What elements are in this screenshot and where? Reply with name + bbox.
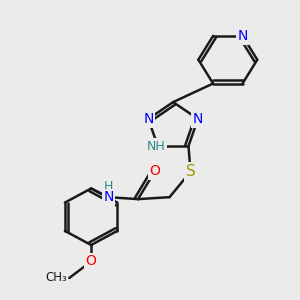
Text: NH: NH [146, 140, 165, 153]
Text: O: O [149, 164, 160, 178]
Text: O: O [86, 254, 97, 268]
Text: S: S [186, 164, 195, 179]
Text: N: N [143, 112, 154, 126]
Text: H: H [104, 180, 113, 193]
Text: N: N [193, 112, 203, 126]
Text: CH₃: CH₃ [45, 272, 67, 284]
Text: N: N [103, 190, 114, 204]
Text: N: N [237, 29, 248, 43]
